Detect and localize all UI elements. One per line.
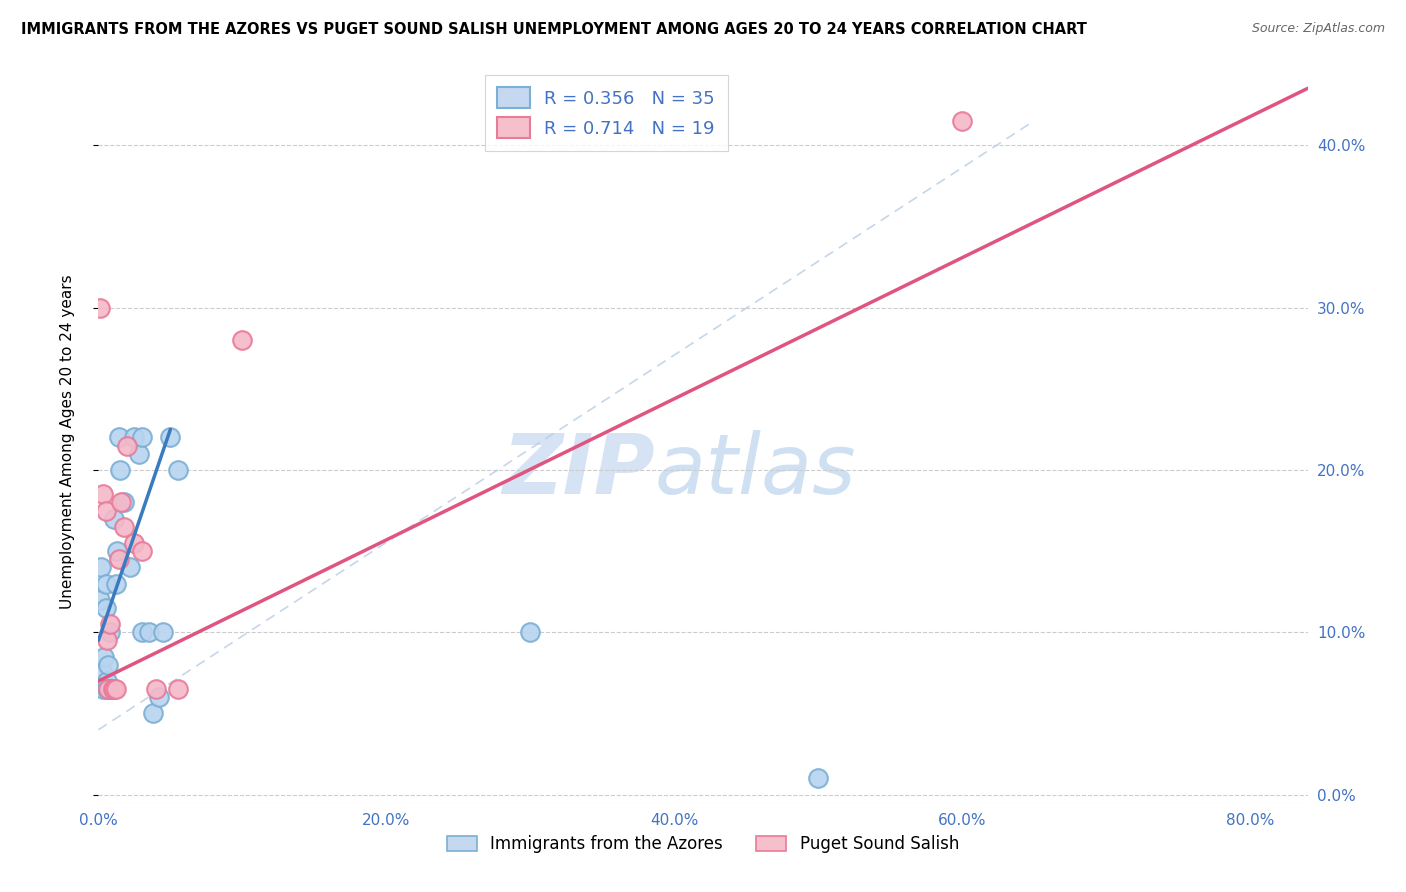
Point <box>166 463 188 477</box>
Point <box>91 487 114 501</box>
Point <box>159 430 181 444</box>
Point <box>96 673 118 688</box>
Text: ZIP: ZIP <box>502 430 655 511</box>
Point <box>89 592 111 607</box>
Point <box>131 544 153 558</box>
Point <box>148 690 170 705</box>
Point <box>108 463 131 477</box>
Point <box>124 536 146 550</box>
Point <box>94 601 117 615</box>
Point <box>107 430 129 444</box>
Point <box>97 657 120 672</box>
Point <box>103 511 125 525</box>
Point <box>807 772 830 786</box>
Text: IMMIGRANTS FROM THE AZORES VS PUGET SOUND SALISH UNEMPLOYMENT AMONG AGES 20 TO 2: IMMIGRANTS FROM THE AZORES VS PUGET SOUN… <box>21 22 1087 37</box>
Point <box>131 625 153 640</box>
Point <box>104 682 127 697</box>
Point <box>93 649 115 664</box>
Point <box>519 625 541 640</box>
Point <box>96 633 118 648</box>
Point <box>103 682 125 697</box>
Point <box>96 682 118 697</box>
Text: atlas: atlas <box>655 430 856 511</box>
Point <box>91 682 114 697</box>
Point <box>107 552 129 566</box>
Point <box>112 495 135 509</box>
Point <box>115 439 138 453</box>
Point <box>90 560 112 574</box>
Point <box>98 625 121 640</box>
Point <box>105 544 128 558</box>
Y-axis label: Unemployment Among Ages 20 to 24 years: Unemployment Among Ages 20 to 24 years <box>60 274 75 609</box>
Point <box>94 576 117 591</box>
Point <box>104 576 127 591</box>
Point <box>100 682 122 697</box>
Point <box>98 682 121 697</box>
Point <box>128 447 150 461</box>
Point <box>950 114 973 128</box>
Point <box>138 625 160 640</box>
Point <box>97 682 120 697</box>
Point <box>120 560 142 574</box>
Point <box>98 617 121 632</box>
Point <box>91 665 114 680</box>
Point <box>145 682 167 697</box>
Legend: Immigrants from the Azores, Puget Sound Salish: Immigrants from the Azores, Puget Sound … <box>440 828 966 860</box>
Point <box>152 625 174 640</box>
Point <box>112 520 135 534</box>
Point <box>231 333 253 347</box>
Point <box>124 430 146 444</box>
Point <box>166 682 188 697</box>
Point <box>131 430 153 444</box>
Point <box>89 301 111 315</box>
Point <box>110 495 132 509</box>
Point <box>101 682 124 697</box>
Point <box>101 682 124 697</box>
Point <box>97 682 120 697</box>
Point <box>94 503 117 517</box>
Point <box>142 706 165 721</box>
Text: Source: ZipAtlas.com: Source: ZipAtlas.com <box>1251 22 1385 36</box>
Point <box>101 682 124 697</box>
